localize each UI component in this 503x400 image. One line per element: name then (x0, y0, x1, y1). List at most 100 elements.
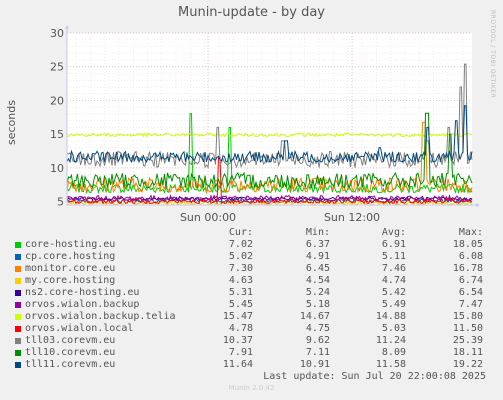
y-tick-label: 30 (50, 27, 64, 40)
legend-swatch (15, 290, 21, 296)
legend-avg-value: 11.24 (375, 335, 406, 346)
legend-min-value: 10.91 (299, 359, 330, 370)
legend-cur-value: 15.47 (222, 311, 253, 322)
legend-min-value: 6.45 (305, 263, 330, 274)
series-line (66, 193, 473, 202)
legend-swatch (15, 326, 21, 332)
legend-row: orvos.wialon.backup.telia 15.47 14.67 14.88… (0, 311, 503, 323)
legend-series-name: orvos.wialon.backup.telia (25, 311, 176, 322)
legend-max-value: 18.11 (452, 347, 483, 358)
legend-avg-value: 5.03 (381, 323, 406, 334)
legend-series-name: ns2.core-hosting.eu (25, 287, 140, 298)
series-line (66, 121, 473, 194)
legend-min-value: 9.62 (305, 335, 330, 346)
legend-swatch (15, 242, 21, 248)
legend-min-value: 6.37 (305, 239, 330, 250)
legend-cur-value: 7.02 (228, 239, 253, 250)
legend-avg-value: 6.91 (381, 239, 406, 250)
legend-min-value: 5.18 (305, 299, 330, 310)
legend-max-value: 11.50 (452, 323, 483, 334)
legend-series-name: my.core.hosting (25, 275, 116, 286)
series-line (66, 112, 473, 190)
legend-cur-value: 5.31 (228, 287, 253, 298)
legend-cur-value: 7.30 (228, 263, 253, 274)
legend-header-cur: Cur: (228, 227, 253, 238)
legend-min-value: 14.67 (299, 311, 330, 322)
rrdtool-watermark: RRDTOOL / TOBI OETIKER (489, 10, 496, 99)
legend-row: my.core.hosting 4.63 4.54 4.74 6.74 (0, 275, 503, 287)
legend-max-value: 25.39 (452, 335, 483, 346)
legend-avg-value: 11.58 (375, 359, 406, 370)
y-tick-label: 15 (50, 128, 64, 141)
legend-row: core-hosting.eu 7.02 6.37 6.91 18.05 (0, 239, 503, 251)
legend-swatch (15, 302, 21, 308)
series-line (66, 105, 473, 164)
x-tick-label: Sun 12:00 (324, 211, 380, 224)
legend-cur-value: 5.45 (228, 299, 253, 310)
legend-avg-value: 7.46 (381, 263, 406, 274)
legend-cur-value: 4.63 (228, 275, 253, 286)
series-line (66, 198, 473, 204)
legend-series-name: orvos.wialon.local (25, 323, 134, 334)
legend-max-value: 19.22 (452, 359, 483, 370)
y-tick-label: 25 (50, 61, 64, 74)
legend-max-value: 16.78 (452, 263, 483, 274)
plot-area (67, 33, 472, 205)
chart-plot: 5 10 15 20 25 30 Sun 00:00 Sun 12:00 (50, 25, 480, 224)
legend-header-max: Max: (458, 227, 483, 238)
legend-min-value: 4.54 (305, 275, 330, 286)
y-tick-label: 10 (50, 162, 64, 175)
legend-header-row: Cur: Min: Avg: Max: (0, 227, 503, 239)
legend-swatch (15, 362, 21, 368)
legend-swatch (15, 350, 21, 356)
legend-series-name: tll10.corevm.eu (25, 347, 116, 358)
legend-swatch (15, 278, 21, 284)
legend-series-name: tll11.corevm.eu (25, 359, 116, 370)
chart-title: Munin-update - by day (178, 5, 325, 20)
legend-avg-value: 5.42 (381, 287, 406, 298)
legend-min-value: 4.75 (305, 323, 330, 334)
x-tick-label: Sun 00:00 (180, 211, 236, 224)
legend-min-value: 7.11 (305, 347, 330, 358)
legend-cur-value: 4.78 (228, 323, 253, 334)
legend-avg-value: 14.88 (375, 311, 406, 322)
legend-avg-value: 4.74 (381, 275, 406, 286)
legend-cur-value: 7.91 (228, 347, 253, 358)
last-update-text: Last update: Sun Jul 20 22:00:08 2025 (263, 371, 486, 382)
legend-row: tll10.corevm.eu 7.91 7.11 8.09 18.11 (0, 347, 503, 359)
legend-series-name: cp.core.hosting (25, 251, 116, 262)
legend-row: orvos.wialon.local 4.78 4.75 5.03 11.50 (0, 323, 503, 335)
y-tick-label: 20 (50, 94, 64, 107)
legend-avg-value: 5.49 (381, 299, 406, 310)
legend-row: tll03.corevm.eu 10.37 9.62 11.24 25.39 (0, 335, 503, 347)
legend-cur-value: 11.64 (222, 359, 253, 370)
legend-series-name: orvos.wialon.backup (25, 299, 140, 310)
legend-header-avg: Avg: (381, 227, 406, 238)
legend-min-value: 4.91 (305, 251, 330, 262)
legend-row: cp.core.hosting 5.02 4.91 5.11 6.08 (0, 251, 503, 263)
legend-swatch (15, 314, 21, 320)
legend-row: ns2.core-hosting.eu 5.31 5.24 5.42 6.54 (0, 287, 503, 299)
legend-max-value: 6.08 (458, 251, 483, 262)
legend-header-min: Min: (305, 227, 330, 238)
legend-series-name: tll03.corevm.eu (25, 335, 116, 346)
y-tick-label: 5 (57, 196, 64, 209)
x-axis-arrow (476, 203, 480, 207)
legend-row: orvos.wialon.backup 5.45 5.18 5.49 7.47 (0, 299, 503, 311)
legend-series-name: monitor.core.eu (25, 263, 116, 274)
munin-version: Munin 2.0.42 (228, 384, 275, 392)
legend-max-value: 6.54 (458, 287, 483, 298)
legend-series-name: core-hosting.eu (25, 239, 116, 250)
legend-avg-value: 8.09 (381, 347, 406, 358)
legend-cur-value: 5.02 (228, 251, 253, 262)
legend-swatch (15, 338, 21, 344)
legend-cur-value: 10.37 (222, 335, 253, 346)
legend-max-value: 7.47 (458, 299, 483, 310)
legend-swatch (15, 254, 21, 260)
legend-row: monitor.core.eu 7.30 6.45 7.46 16.78 (0, 263, 503, 275)
legend-avg-value: 5.11 (381, 251, 406, 262)
series-line (66, 132, 473, 138)
legend-max-value: 6.74 (458, 275, 483, 286)
legend-swatch (15, 266, 21, 272)
